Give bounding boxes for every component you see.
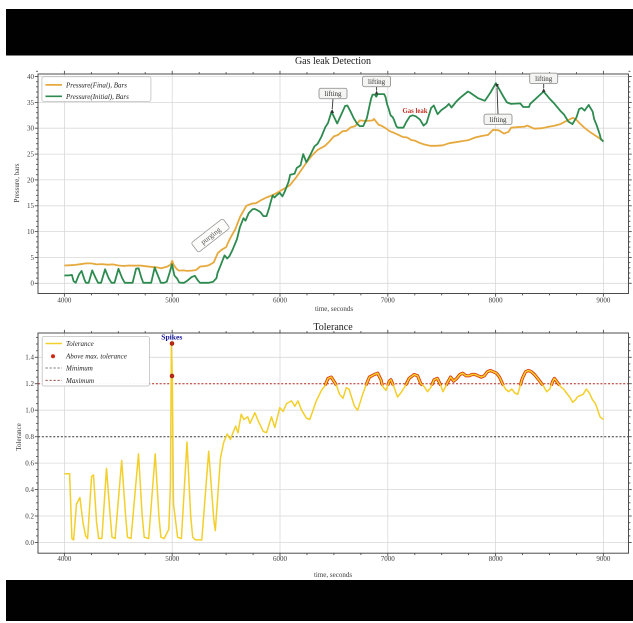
svg-text:25: 25 bbox=[27, 151, 35, 159]
svg-text:Tolerance: Tolerance bbox=[313, 322, 353, 333]
svg-text:9000: 9000 bbox=[596, 555, 611, 563]
svg-text:Gas leak Detection: Gas leak Detection bbox=[295, 56, 371, 67]
svg-text:7000: 7000 bbox=[381, 297, 396, 305]
svg-text:Tolerance: Tolerance bbox=[66, 340, 94, 348]
svg-text:4000: 4000 bbox=[57, 297, 72, 305]
svg-text:Spikes: Spikes bbox=[161, 333, 182, 342]
svg-text:20: 20 bbox=[27, 176, 35, 184]
svg-text:4000: 4000 bbox=[57, 555, 72, 563]
svg-text:10: 10 bbox=[27, 228, 35, 236]
svg-text:7000: 7000 bbox=[381, 555, 396, 563]
svg-text:Tolerance: Tolerance bbox=[15, 423, 23, 451]
svg-text:15: 15 bbox=[27, 202, 35, 210]
svg-text:40: 40 bbox=[27, 73, 35, 81]
svg-text:0.6: 0.6 bbox=[25, 460, 34, 468]
svg-text:30: 30 bbox=[27, 125, 35, 133]
svg-text:35: 35 bbox=[27, 99, 35, 107]
svg-text:Pressure(Initial), Bars: Pressure(Initial), Bars bbox=[65, 93, 129, 101]
svg-text:8000: 8000 bbox=[489, 555, 504, 563]
svg-text:lifting: lifting bbox=[324, 90, 342, 98]
svg-text:6000: 6000 bbox=[273, 555, 288, 563]
svg-text:5000: 5000 bbox=[165, 555, 180, 563]
svg-text:Pressure(Final), Bars: Pressure(Final), Bars bbox=[65, 81, 127, 89]
svg-text:Gas leak: Gas leak bbox=[402, 108, 427, 115]
svg-text:0: 0 bbox=[31, 280, 35, 288]
svg-text:9000: 9000 bbox=[596, 297, 611, 305]
svg-text:0.4: 0.4 bbox=[25, 486, 34, 494]
svg-text:5000: 5000 bbox=[165, 297, 180, 305]
svg-text:time, seconds: time, seconds bbox=[315, 305, 353, 313]
svg-text:6000: 6000 bbox=[273, 297, 288, 305]
svg-text:lifting: lifting bbox=[489, 116, 507, 124]
svg-text:1.4: 1.4 bbox=[25, 354, 34, 362]
svg-text:Minimum: Minimum bbox=[65, 365, 93, 373]
svg-text:lifting: lifting bbox=[368, 78, 386, 86]
svg-text:8000: 8000 bbox=[489, 297, 504, 305]
svg-text:lifting: lifting bbox=[535, 75, 553, 83]
svg-text:1.2: 1.2 bbox=[25, 380, 34, 388]
svg-text:1.0: 1.0 bbox=[25, 407, 34, 415]
svg-text:0.8: 0.8 bbox=[25, 433, 34, 441]
svg-text:0.0: 0.0 bbox=[25, 539, 34, 547]
svg-text:Pressure, bars: Pressure, bars bbox=[13, 163, 21, 202]
svg-text:5: 5 bbox=[31, 254, 35, 262]
svg-text:Above max. tolerance: Above max. tolerance bbox=[65, 353, 127, 361]
svg-text:0.2: 0.2 bbox=[25, 512, 34, 520]
svg-text:Maximum: Maximum bbox=[65, 377, 94, 385]
svg-text:time, seconds: time, seconds bbox=[314, 571, 352, 579]
